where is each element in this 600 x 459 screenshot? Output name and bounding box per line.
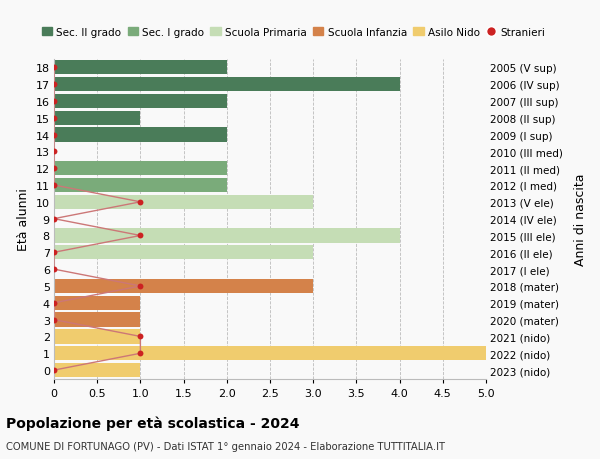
Point <box>136 283 145 290</box>
Point <box>49 132 59 139</box>
Point <box>49 115 59 122</box>
Bar <box>54 363 140 377</box>
Point <box>49 148 59 156</box>
Point <box>49 266 59 273</box>
Bar <box>54 78 400 92</box>
Point <box>49 249 59 257</box>
Point <box>136 232 145 240</box>
Point <box>49 64 59 72</box>
Point <box>49 182 59 189</box>
Legend: Sec. II grado, Sec. I grado, Scuola Primaria, Scuola Infanzia, Asilo Nido, Stran: Sec. II grado, Sec. I grado, Scuola Prim… <box>38 23 550 42</box>
Bar <box>54 195 313 209</box>
Y-axis label: Anni di nascita: Anni di nascita <box>574 173 587 265</box>
Point <box>136 350 145 357</box>
Bar <box>54 347 486 361</box>
Bar <box>54 179 227 193</box>
Y-axis label: Età alunni: Età alunni <box>17 188 30 251</box>
Bar <box>54 162 227 176</box>
Bar <box>54 95 227 109</box>
Point <box>49 98 59 105</box>
Point <box>136 199 145 206</box>
Bar <box>54 279 313 293</box>
Bar <box>54 128 227 142</box>
Bar <box>54 296 140 310</box>
Point <box>49 81 59 89</box>
Point <box>49 299 59 307</box>
Bar <box>54 246 313 260</box>
Bar <box>54 330 140 344</box>
Bar <box>54 61 227 75</box>
Bar <box>54 111 140 126</box>
Point <box>49 165 59 173</box>
Point <box>49 367 59 374</box>
Point <box>49 216 59 223</box>
Bar <box>54 229 400 243</box>
Bar <box>54 313 140 327</box>
Point <box>49 316 59 324</box>
Text: COMUNE DI FORTUNAGO (PV) - Dati ISTAT 1° gennaio 2024 - Elaborazione TUTTITALIA.: COMUNE DI FORTUNAGO (PV) - Dati ISTAT 1°… <box>6 441 445 451</box>
Point <box>136 333 145 341</box>
Text: Popolazione per età scolastica - 2024: Popolazione per età scolastica - 2024 <box>6 415 299 430</box>
